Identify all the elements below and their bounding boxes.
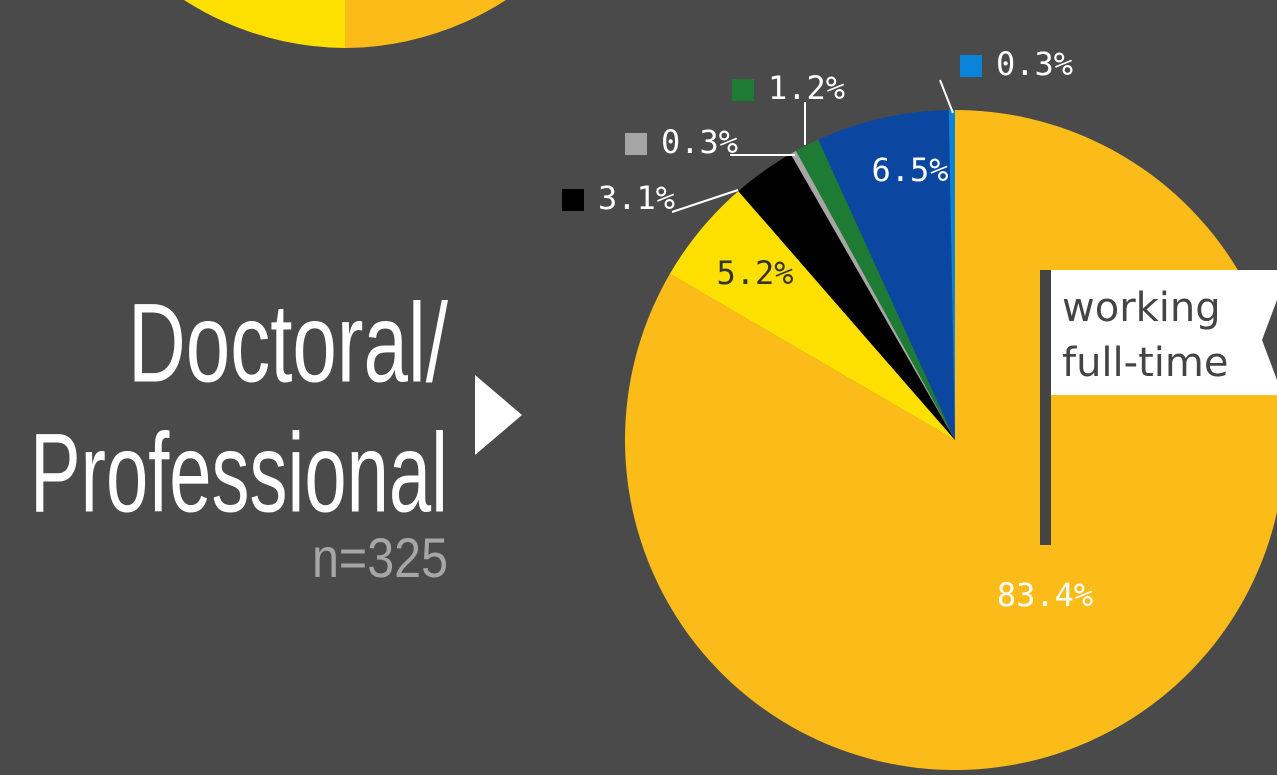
data-label: 83.4% — [997, 576, 1093, 614]
subtitle: n=325 — [312, 526, 448, 589]
annotation-pointer — [1262, 300, 1277, 380]
legend-swatch — [732, 79, 754, 101]
annotation-line: working — [1062, 285, 1221, 331]
pie-slice — [818, 110, 955, 440]
decor-slice — [184, 0, 345, 48]
legend-swatch — [960, 55, 982, 77]
title-line: Doctoral/ — [128, 281, 449, 406]
data-label: 3.1% — [598, 179, 675, 217]
legend-swatch — [625, 133, 647, 155]
legend-swatch — [562, 189, 584, 211]
data-label: 0.3% — [661, 123, 738, 161]
annotation-box — [1040, 270, 1277, 395]
pie — [625, 110, 1277, 770]
pie-slice — [796, 139, 955, 440]
decor-slice — [345, 0, 506, 48]
labels: 83.4% 5.2% 3.1% 0.3% 1.2% 6.5% 0.3% — [562, 45, 1093, 614]
arrow — [475, 375, 522, 455]
pie-slice — [669, 191, 955, 440]
pie-slice — [948, 110, 955, 440]
data-label: 0.3% — [996, 45, 1073, 83]
leader-line — [939, 79, 954, 114]
annotation-bar — [1040, 270, 1051, 545]
title-line: Professional — [30, 411, 448, 536]
pie-slice — [790, 150, 955, 441]
annotation-line: full-time — [1062, 340, 1228, 386]
data-label: 6.5% — [871, 151, 948, 189]
leader-line — [671, 189, 739, 213]
data-label: 5.2% — [716, 254, 793, 292]
pie-slice — [738, 153, 955, 440]
data-label: 1.2% — [768, 69, 845, 107]
